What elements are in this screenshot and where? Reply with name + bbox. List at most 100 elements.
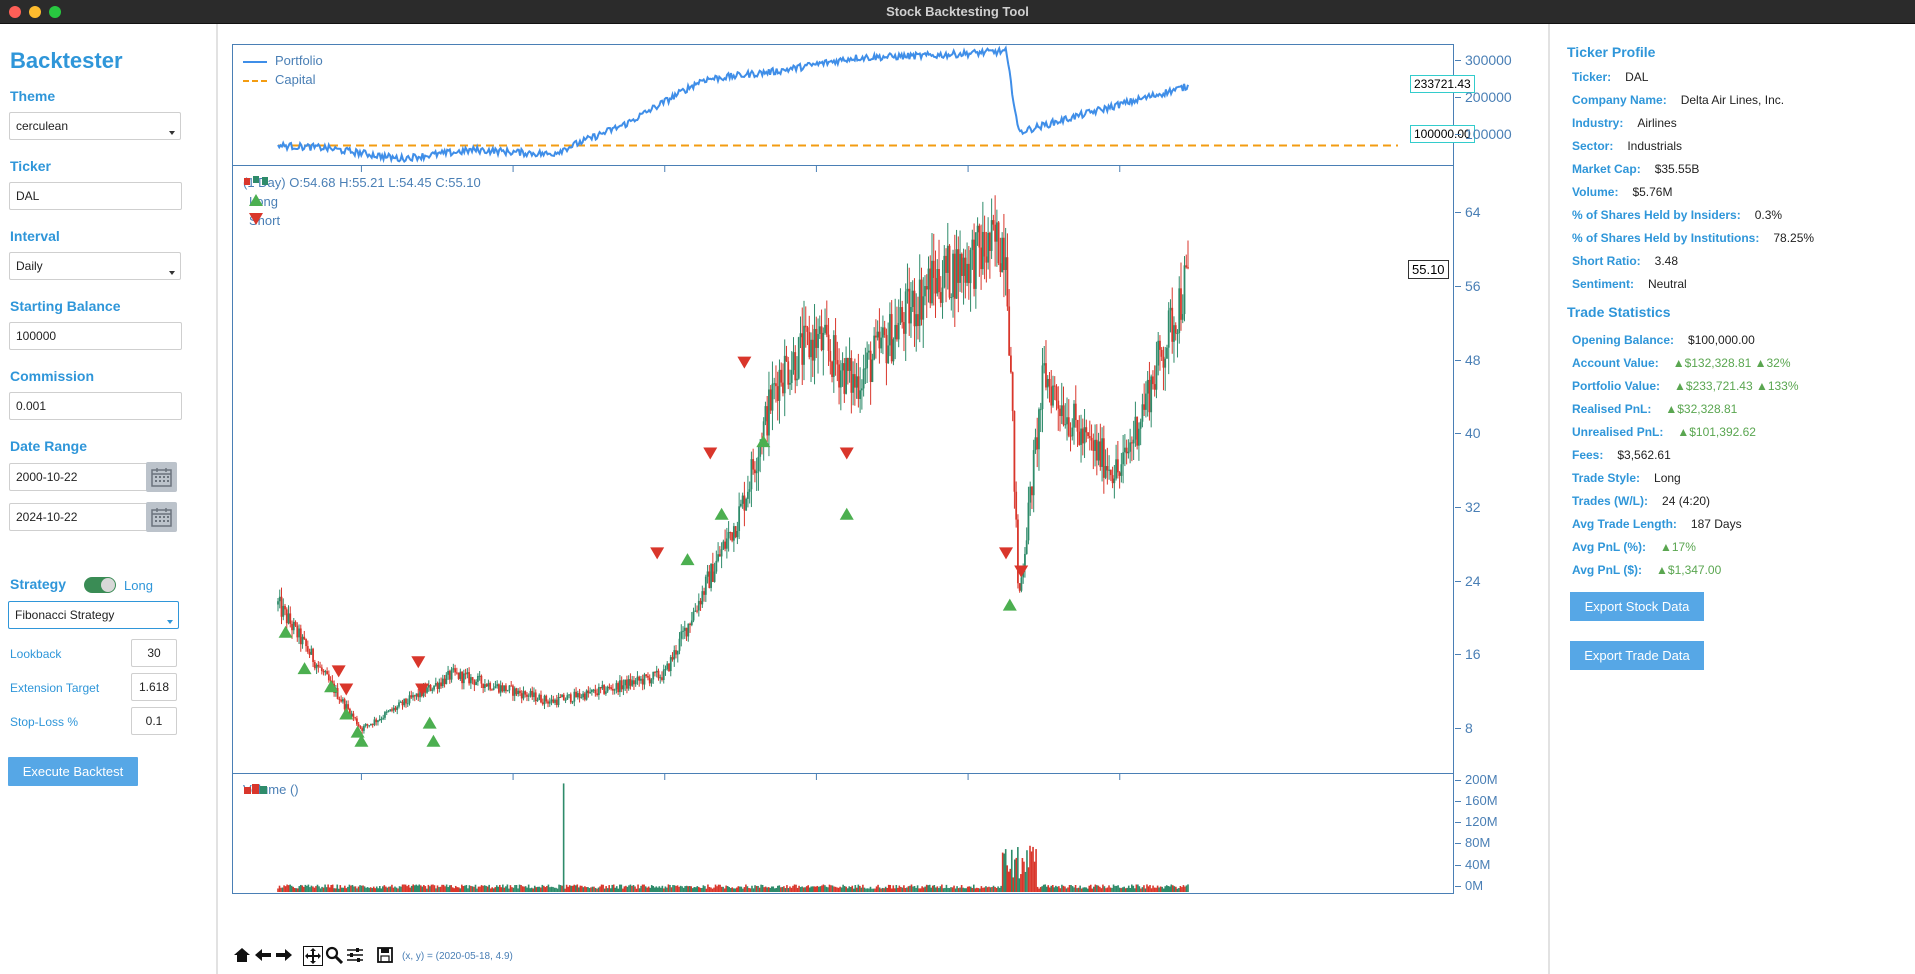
end-calendar-button[interactable] <box>146 502 177 532</box>
volume-bar <box>543 885 545 892</box>
candle-body <box>1118 472 1121 476</box>
volume-bar <box>316 884 319 892</box>
candle-body <box>392 707 395 711</box>
theme-select[interactable]: cerculean <box>9 112 181 140</box>
volume-bar <box>676 885 679 892</box>
capital-legend-label: Capital <box>275 72 316 87</box>
volume-bar <box>388 886 390 892</box>
end-date-input[interactable]: 2024-10-22 <box>9 503 149 531</box>
volume-bar <box>1155 887 1157 892</box>
volume-bar <box>688 885 691 892</box>
volume-bar <box>503 887 506 892</box>
profile-value: Airlines <box>1637 116 1677 130</box>
volume-bar <box>325 887 328 892</box>
interval-select[interactable]: Daily <box>9 252 181 280</box>
volume-bar <box>312 886 314 892</box>
volume-bar <box>910 884 913 892</box>
candle-body <box>908 288 911 324</box>
short-marker <box>1014 565 1029 578</box>
volume-bar <box>540 887 542 892</box>
stop-loss-input[interactable]: 0.1 <box>131 707 177 735</box>
export-trade-data-button[interactable]: Export Trade Data <box>1570 641 1704 670</box>
volume-bar <box>699 887 702 892</box>
candle-body <box>766 406 769 436</box>
zoom-button[interactable] <box>324 946 344 966</box>
execute-backtest-button[interactable]: Execute Backtest <box>8 757 138 786</box>
start-calendar-button[interactable] <box>146 462 177 492</box>
close-window-button[interactable] <box>9 6 21 18</box>
long-marker <box>354 734 369 747</box>
candle-body <box>387 711 390 713</box>
volume-bar <box>448 885 451 892</box>
volume-bar <box>807 885 810 892</box>
volume-bar <box>483 885 486 892</box>
volume-bar <box>622 888 624 892</box>
portfolio-panel[interactable]: Portfolio Capital 233721.43 100000.00 <box>232 44 1475 166</box>
volume-bar <box>1089 884 1092 892</box>
lookback-input[interactable]: 30 <box>131 639 177 667</box>
volume-bar <box>278 885 281 892</box>
volume-bar <box>1108 885 1110 892</box>
starting-balance-input[interactable]: 100000 <box>9 322 182 350</box>
configure-subplots-button[interactable] <box>345 946 365 966</box>
forward-button[interactable] <box>274 946 294 966</box>
home-button[interactable] <box>232 946 252 966</box>
candle-body <box>850 357 853 393</box>
volume-bar <box>713 887 715 892</box>
volume-bar <box>1045 886 1048 892</box>
save-figure-button[interactable] <box>375 946 395 966</box>
y-tick: 16 <box>1455 646 1481 662</box>
volume-bar <box>328 887 331 892</box>
volume-bar <box>1129 887 1132 892</box>
candle-body <box>366 724 369 726</box>
export-stock-data-button[interactable]: Export Stock Data <box>1570 592 1704 621</box>
volume-bar <box>594 887 597 892</box>
volume-bar <box>1158 887 1160 892</box>
start-date-input[interactable]: 2000-10-22 <box>9 463 149 491</box>
back-button[interactable] <box>253 946 273 966</box>
volume-bar <box>629 884 632 892</box>
candle-body <box>892 339 895 362</box>
volume-bar <box>567 886 569 892</box>
volume-bar <box>722 886 724 892</box>
volume-bar <box>646 887 648 892</box>
volume-bar <box>1106 887 1109 892</box>
arrow-left-icon <box>255 949 271 961</box>
ticker-input[interactable]: DAL <box>9 182 182 210</box>
candle-body <box>552 699 555 703</box>
candle-body <box>885 334 888 364</box>
commission-input[interactable]: 0.001 <box>9 392 182 420</box>
short-marker <box>999 547 1013 560</box>
candle-body <box>841 363 844 371</box>
candle-body <box>476 675 479 682</box>
volume-panel[interactable]: Volume () <box>232 773 1454 894</box>
volume-bar <box>913 885 916 892</box>
volume-bar <box>354 886 357 892</box>
volume-bar <box>936 886 939 892</box>
candle-body <box>773 383 776 385</box>
candle-body <box>1066 417 1068 425</box>
extension-target-input[interactable]: 1.618 <box>131 673 177 701</box>
volume-bar <box>277 888 279 892</box>
maximize-window-button[interactable] <box>49 6 61 18</box>
candle-body <box>690 620 693 626</box>
candle-body <box>789 382 791 385</box>
pan-button[interactable] <box>303 946 323 966</box>
volume-bar <box>298 886 301 892</box>
price-panel[interactable]: (1 Day) O:54.68 H:55.21 L:54.45 C:55.10 … <box>232 165 1454 774</box>
long-short-toggle[interactable] <box>84 577 116 593</box>
candle-body <box>692 611 695 621</box>
volume-bar <box>647 886 650 892</box>
y-tick: 120M <box>1455 814 1498 829</box>
candle-body <box>433 685 435 690</box>
volume-bar <box>363 886 366 892</box>
profile-value: $35.55B <box>1654 162 1700 176</box>
candle-body <box>587 690 590 694</box>
candle-body <box>298 628 300 638</box>
candle-body <box>517 690 520 695</box>
minimize-window-button[interactable] <box>29 6 41 18</box>
candle-body <box>783 355 786 394</box>
candle-body <box>673 650 676 660</box>
candle-body <box>597 687 600 696</box>
strategy-select[interactable]: Fibonacci Strategy <box>8 601 179 629</box>
